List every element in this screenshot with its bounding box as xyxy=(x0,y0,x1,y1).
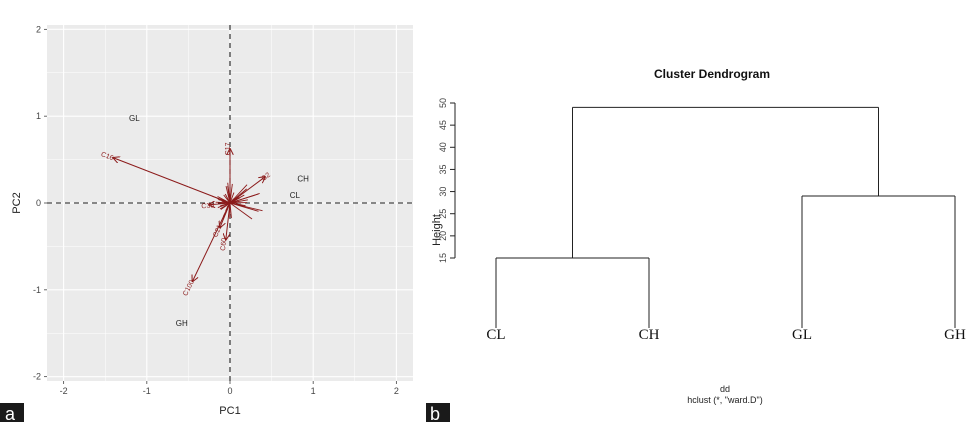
loading-arrow xyxy=(209,203,231,205)
loading-arrow-minor xyxy=(229,184,248,204)
loading-arrow-label: C38 xyxy=(201,202,214,210)
y-tick-label: 1 xyxy=(36,111,41,121)
loading-arrow xyxy=(193,202,231,281)
x-axis-title: PC1 xyxy=(219,405,240,417)
y-tick-label: -1 xyxy=(33,285,41,295)
dendrogram-subtitle: hclust (*, "ward.D") xyxy=(687,395,762,405)
loading-arrow-minor xyxy=(229,199,248,204)
x-tick-label: -1 xyxy=(143,386,151,396)
loading-arrow-minor xyxy=(220,202,231,210)
loading-arrow-minor xyxy=(229,202,253,220)
height-tick-label: 15 xyxy=(438,253,448,263)
leaf-label: CH xyxy=(639,327,660,343)
loading-arrow-label: C17 xyxy=(225,142,232,155)
sample-points: GL CH CL GH xyxy=(129,114,309,328)
dendrogram-title: Cluster Dendrogram xyxy=(654,67,770,81)
x-tick-labels: -2 -1 0 1 2 xyxy=(60,381,399,396)
x-tick-label: 0 xyxy=(227,386,232,396)
loading-arrow xyxy=(229,177,265,204)
leaf-label: CL xyxy=(486,327,505,343)
y-tick-labels: -2 -1 0 1 2 xyxy=(33,24,47,382)
sample-point-label: GH xyxy=(176,319,188,328)
height-tick-label: 50 xyxy=(438,98,448,108)
loading-arrow-label: C2 xyxy=(260,172,271,183)
loading-arrow xyxy=(114,158,231,204)
y-tick-label: -2 xyxy=(33,372,41,382)
loading-arrow-minor xyxy=(229,193,260,204)
loading-arrow-label: C16 xyxy=(100,151,115,162)
y-tick-label: 0 xyxy=(36,198,41,208)
height-tick-label: 45 xyxy=(438,120,448,130)
loading-arrow-label: C21 xyxy=(212,224,224,239)
loading-arrow-minor xyxy=(229,202,259,212)
height-axis-title: Height xyxy=(431,214,443,246)
height-tick-label: 30 xyxy=(438,187,448,197)
height-tick-label: 20 xyxy=(438,231,448,241)
x-tick-label: 1 xyxy=(311,386,316,396)
y-axis-title: PC2 xyxy=(11,192,23,213)
x-tick-label: -2 xyxy=(60,386,68,396)
panel-letter-a: a xyxy=(5,404,16,422)
y-tick-label: 2 xyxy=(36,24,41,34)
height-tick-label: 35 xyxy=(438,164,448,174)
height-tick-label: 25 xyxy=(438,209,448,219)
loading-arrow-minor xyxy=(224,193,231,204)
leaf-label: GH xyxy=(944,327,966,343)
loading-arrow-minor xyxy=(229,192,235,204)
leaf-label: GL xyxy=(792,327,812,343)
panel-letter-badge xyxy=(0,403,24,422)
sample-point-label: CL xyxy=(290,191,301,200)
loading-arrow xyxy=(226,202,231,239)
height-tick-label: 40 xyxy=(438,142,448,152)
height-axis: 15 20 25 30 35 40 45 50 xyxy=(438,98,456,263)
loading-arrow-label: C60 xyxy=(220,238,228,252)
panel-letter-badge xyxy=(426,403,450,422)
leaf-labels: CL CH GL GH xyxy=(486,327,966,343)
sample-point-label: CH xyxy=(297,175,309,184)
x-tick-label: 2 xyxy=(394,386,399,396)
dendrogram-panel: Cluster Dendrogram 15 20 25 30 35 40 45 50 Heig… xyxy=(426,67,966,422)
sample-point-label: GL xyxy=(129,114,140,123)
panel-letter-b: b xyxy=(430,404,440,422)
dendrogram-xlabel: dd xyxy=(720,384,730,394)
dendrogram-branches xyxy=(495,106,956,328)
